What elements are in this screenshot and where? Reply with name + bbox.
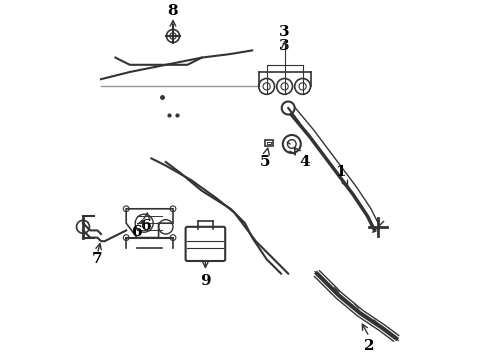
- Bar: [265, 140, 273, 146]
- Bar: [267, 142, 271, 144]
- Text: 3: 3: [279, 26, 290, 39]
- Text: 5: 5: [259, 148, 270, 168]
- Text: 4: 4: [294, 148, 310, 168]
- Text: 3: 3: [279, 39, 290, 53]
- Text: 7: 7: [92, 252, 103, 266]
- Text: 8: 8: [168, 4, 178, 18]
- Text: 9: 9: [200, 274, 211, 288]
- Text: 6: 6: [132, 225, 142, 239]
- Text: 2: 2: [364, 339, 374, 352]
- Text: 1: 1: [335, 165, 347, 187]
- Text: 6: 6: [141, 213, 151, 233]
